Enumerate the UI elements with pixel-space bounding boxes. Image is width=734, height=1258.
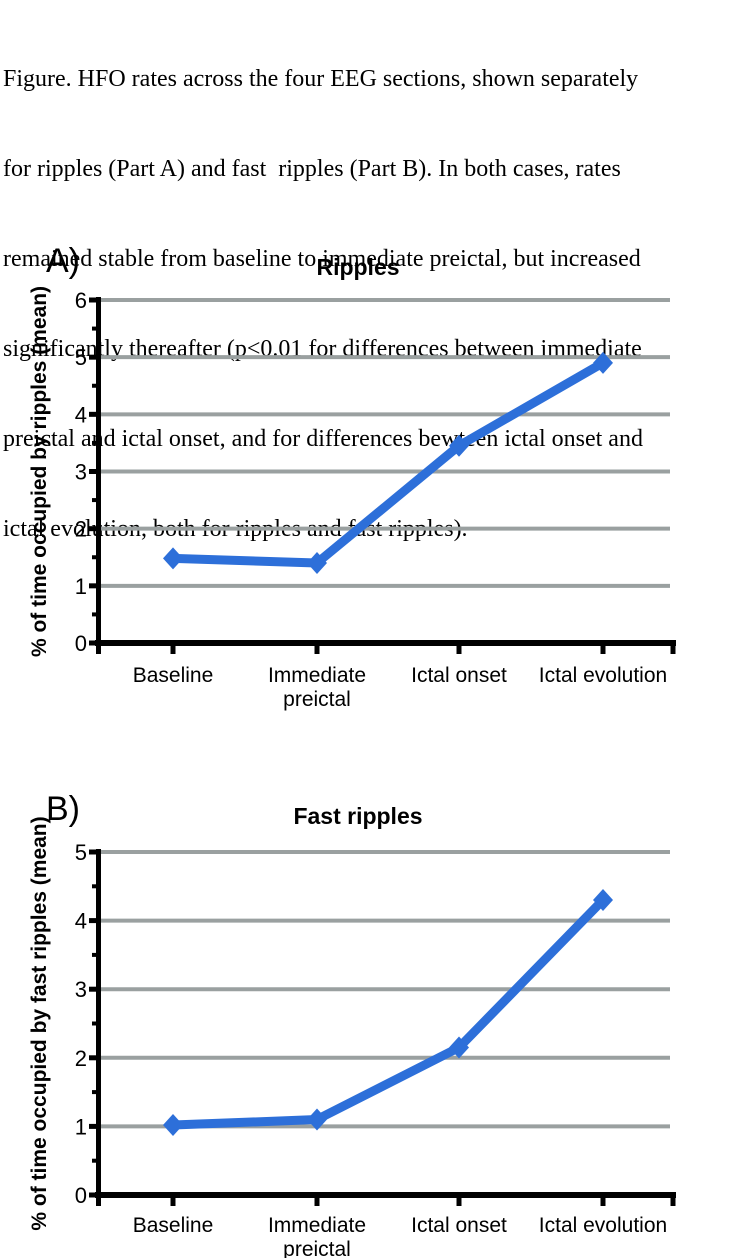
data-point-marker (307, 551, 327, 574)
y-tick-label: 3 (75, 460, 87, 485)
x-category-label: Immediate (268, 1214, 366, 1237)
y-major-tick (89, 1055, 98, 1061)
y-minor-tick (92, 498, 98, 503)
data-point-marker (449, 434, 469, 457)
x-category-label: Ictal onset (411, 664, 507, 687)
y-minor-tick (92, 326, 98, 331)
y-major-tick (89, 849, 98, 855)
y-tick-label: 1 (75, 574, 87, 599)
y-major-tick (89, 1192, 98, 1198)
y-axis-title: % of time occupied by fast ripples (mean… (28, 816, 51, 1230)
y-minor-tick (92, 1021, 98, 1026)
x-category-label: preictal (283, 1238, 351, 1258)
panel-label: A) (46, 242, 80, 280)
y-tick-label: 1 (75, 1114, 87, 1139)
y-major-tick (89, 354, 98, 360)
x-category-label: preictal (283, 688, 351, 711)
y-major-tick (89, 986, 98, 992)
y-major-tick (89, 1123, 98, 1129)
y-tick-label: 0 (75, 631, 87, 656)
caption-line-2: for ripples (Part A) and fast ripples (P… (3, 156, 621, 182)
y-tick-label: 6 (75, 288, 87, 313)
x-category-label: Ictal evolution (539, 664, 667, 687)
y-axis-title: % of time occupied by ripples (mean) (28, 286, 51, 657)
y-tick-label: 5 (75, 345, 87, 370)
y-minor-tick (92, 1090, 98, 1095)
y-major-tick (89, 469, 98, 474)
y-minor-tick (92, 555, 98, 560)
data-point-marker (449, 1036, 469, 1059)
y-major-tick (89, 640, 98, 646)
data-line (168, 358, 608, 568)
y-major-tick (89, 583, 98, 589)
x-category-label: Ictal evolution (539, 1214, 667, 1237)
y-minor-tick (92, 440, 98, 445)
panel-label: B) (46, 790, 80, 828)
x-category-label: Baseline (133, 1214, 214, 1237)
caption-line-3: remained stable from baseline to immedia… (3, 246, 641, 272)
data-point-marker (593, 889, 613, 912)
y-minor-tick (92, 612, 98, 617)
y-minor-tick (92, 952, 98, 957)
chart-title: Fast ripples (293, 803, 422, 829)
ripples-line-chart: 0 1 2 3 4 5 6 Ripples A) % of time occupied by ri… (28, 242, 676, 711)
chart-title: Ripples (316, 254, 399, 280)
data-line (168, 895, 608, 1130)
y-minor-tick (92, 884, 98, 889)
y-minor-tick (92, 383, 98, 388)
y-tick-label: 4 (75, 909, 87, 934)
y-tick-label: 5 (75, 840, 87, 865)
x-category-label: Baseline (133, 664, 214, 687)
data-point-marker (593, 351, 613, 374)
y-major-tick (89, 918, 98, 924)
data-point-marker (307, 1108, 327, 1131)
caption-line-1: Figure. HFO rates across the four EEG se… (3, 66, 639, 92)
data-point-marker (163, 547, 183, 570)
y-tick-label: 3 (75, 977, 87, 1002)
x-category-label: Ictal onset (411, 1214, 507, 1237)
y-major-tick (89, 526, 98, 532)
x-category-label: Immediate (268, 664, 366, 687)
y-major-tick (89, 411, 98, 417)
y-tick-label: 2 (75, 517, 87, 542)
fast-ripples-line-chart: 0 1 2 3 4 5 Fast ripples B)% of time occupied b… (28, 790, 676, 1258)
y-tick-label: 2 (75, 1046, 87, 1071)
data-point-marker (163, 1114, 183, 1137)
y-tick-label: 4 (75, 402, 87, 427)
y-minor-tick (92, 1158, 98, 1163)
y-tick-label: 0 (75, 1183, 87, 1208)
y-major-tick (89, 297, 98, 303)
